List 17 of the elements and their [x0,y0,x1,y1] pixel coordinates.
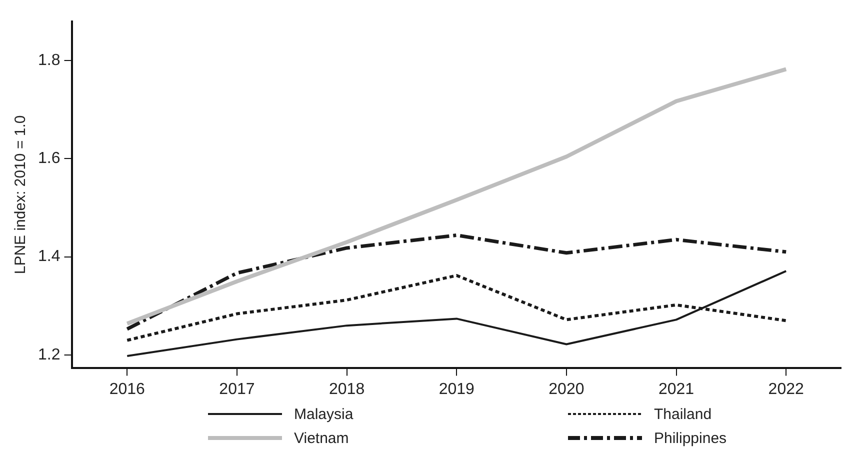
legend-label: Vietnam [294,430,349,446]
x-tick-label: 2022 [768,380,804,398]
y-axis-title: LPNE index: 2010 = 1.0 [12,115,30,274]
x-tick-label: 2020 [548,380,584,398]
x-tick-label: 2021 [658,380,694,398]
x-tick-label: 2016 [109,380,146,398]
y-tick-label: 1.6 [38,150,60,168]
y-tick-label: 1.8 [38,52,60,69]
y-tick-label: 1.4 [38,248,60,266]
line-series [125,233,788,331]
legend-label: Philippines [654,430,727,446]
x-tick-label: 2017 [219,380,255,398]
x-tick-label: 2018 [329,380,365,398]
legend-label: Malaysia [294,406,354,422]
y-tick-label: 1.2 [38,346,60,364]
x-tick-label: 2019 [438,380,475,398]
legend-label: Thailand [654,406,712,422]
